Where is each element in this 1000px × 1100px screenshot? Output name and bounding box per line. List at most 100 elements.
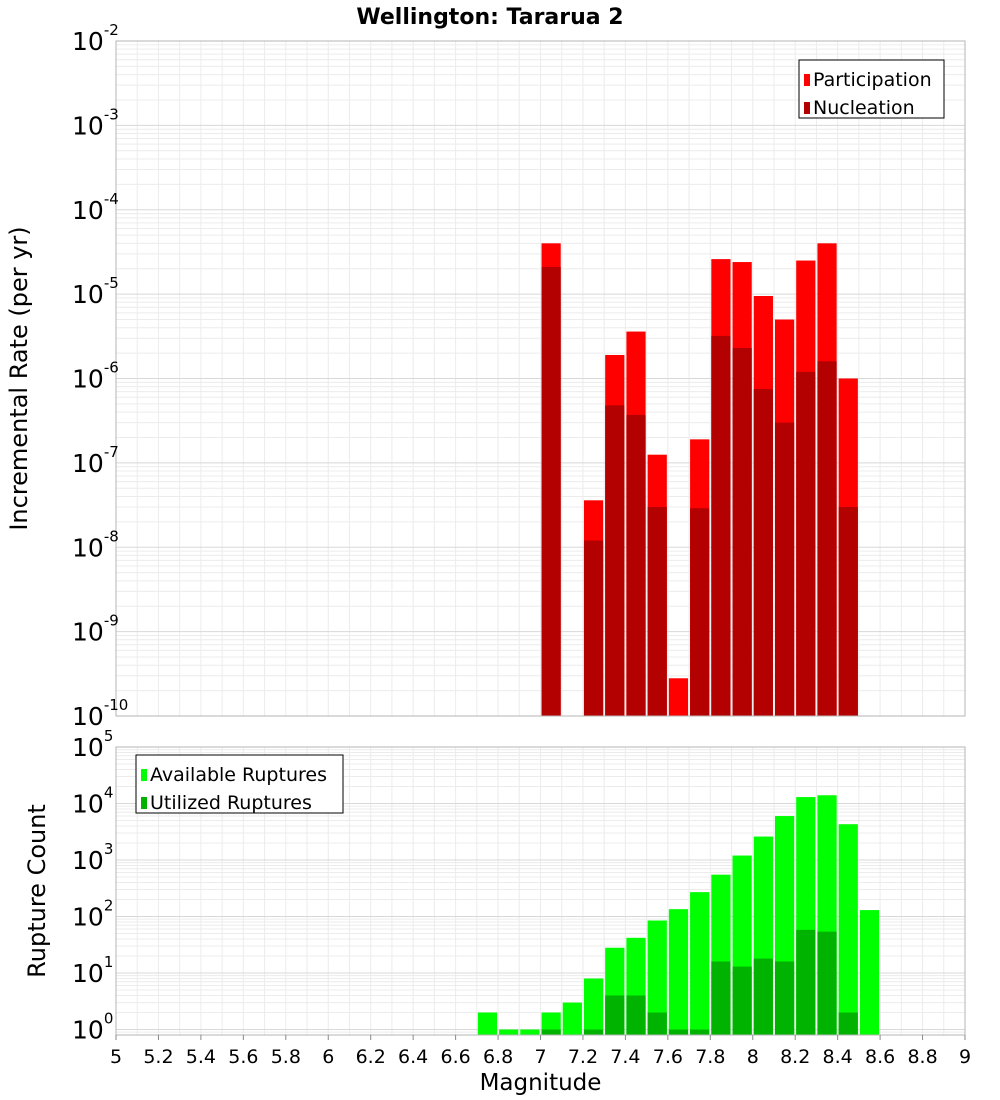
- available-ruptures-bar: [520, 1029, 540, 1035]
- x-tick-label: 7.4: [610, 1046, 640, 1068]
- chart-title: Wellington: Tararua 2: [356, 5, 623, 30]
- nucleation-bar: [711, 335, 731, 716]
- legend-box: [135, 754, 344, 814]
- available-ruptures-bar: [541, 1012, 561, 1035]
- nucleation-bar: [817, 361, 837, 716]
- y-tick-label: 103: [72, 840, 113, 875]
- nucleation-bar: [647, 506, 667, 716]
- rate-legend: Participation Nucleation: [798, 59, 945, 119]
- x-tick-label: 8.8: [907, 1046, 937, 1068]
- y-tick-label: 102: [72, 897, 113, 932]
- x-tick-label: 8.4: [823, 1046, 853, 1068]
- x-tick-label: 6: [322, 1046, 334, 1068]
- rate-y-axis-label: Incremental Rate (per yr): [5, 226, 33, 530]
- utilized-ruptures-bar: [605, 995, 625, 1035]
- x-tick-label: 6.4: [398, 1046, 428, 1068]
- x-tick-label: 6.6: [440, 1046, 470, 1068]
- nucleation-bar: [541, 266, 561, 716]
- utilized-ruptures-bar: [541, 1029, 561, 1035]
- x-tick-label: 8: [747, 1046, 759, 1068]
- utilized-ruptures-bar: [583, 1029, 604, 1035]
- nucleation-bar: [690, 508, 710, 716]
- y-tick-label: 100: [72, 1010, 113, 1045]
- utilized-ruptures-bar: [732, 966, 752, 1035]
- nucleation-bar: [732, 347, 752, 716]
- x-tick-label: 7.2: [568, 1046, 598, 1068]
- legend-swatch: [141, 797, 147, 809]
- y-tick-label: 10-6: [72, 359, 119, 394]
- nucleation-bar: [774, 422, 795, 716]
- available-ruptures-bar: [477, 1012, 498, 1035]
- x-tick-label: 7.6: [653, 1046, 683, 1068]
- utilized-ruptures-bar: [817, 931, 837, 1035]
- legend-swatch: [804, 102, 810, 114]
- count-y-axis-label: Rupture Count: [23, 804, 51, 978]
- available-ruptures-bar: [647, 920, 667, 1035]
- legend-entry: Available Ruptures: [150, 764, 327, 786]
- x-tick-label: 5: [110, 1046, 122, 1068]
- utilized-ruptures-bar: [647, 1012, 667, 1035]
- rate-panel: 10-10 10-9 10-8 10-7 10-6 10-5 10-4 10-3 10-2 In…: [5, 21, 966, 731]
- y-tick-label: 10-9: [72, 612, 119, 647]
- magnitude-x-tick-labels: 5 5.2 5.4 5.6 5.8 6 6.2 6.4 6.6 6.8 7 7.2 7.4 7.6 7.8 8…: [110, 1035, 971, 1068]
- available-ruptures-bar: [690, 892, 710, 1035]
- nucleation-bar: [605, 405, 625, 716]
- x-tick-label: 8.6: [865, 1046, 895, 1068]
- utilized-ruptures-bar: [668, 1029, 689, 1035]
- y-tick-label: 105: [72, 727, 113, 762]
- participation-bar: [668, 678, 689, 716]
- legend-swatch: [141, 769, 147, 781]
- rate-bars: [541, 243, 858, 717]
- y-tick-label: 10-8: [72, 527, 119, 562]
- available-ruptures-bar: [499, 1029, 519, 1035]
- nucleation-bar: [626, 414, 646, 716]
- utilized-ruptures-bar: [753, 958, 773, 1035]
- rupture-count-panel: 100 101 102 103 104 105 Rupture Count Availab…: [23, 727, 971, 1096]
- utilized-ruptures-bar: [774, 961, 795, 1035]
- y-tick-label: 10-2: [72, 21, 119, 56]
- x-tick-label: 5.8: [271, 1046, 301, 1068]
- y-tick-label: 104: [72, 784, 113, 819]
- rate-y-tick-labels: 10-10 10-9 10-8 10-7 10-6 10-5 10-4 10-3 10-2: [72, 21, 128, 731]
- y-tick-label: 10-5: [72, 274, 119, 309]
- x-tick-label: 5.6: [228, 1046, 258, 1068]
- y-tick-label: 10-7: [72, 443, 119, 478]
- x-tick-label: 6.2: [356, 1046, 386, 1068]
- count-bars: [477, 795, 880, 1035]
- available-ruptures-bar: [838, 824, 858, 1035]
- y-tick-label: 10-4: [72, 190, 119, 225]
- legend-swatch: [804, 74, 810, 86]
- x-tick-label: 8.2: [780, 1046, 810, 1068]
- rate-gridlines: [115, 41, 966, 717]
- utilized-ruptures-bar: [796, 929, 816, 1035]
- utilized-ruptures-bar: [838, 1012, 858, 1035]
- rate-plot-frame: [115, 40, 966, 717]
- utilized-ruptures-bar: [711, 961, 731, 1035]
- legend-entry: Utilized Ruptures: [150, 792, 312, 814]
- utilized-ruptures-bar: [626, 995, 646, 1035]
- legend-box: [798, 59, 945, 119]
- legend-entry: Nucleation: [813, 97, 915, 119]
- nucleation-bar: [753, 389, 773, 716]
- y-tick-label: 101: [72, 953, 113, 988]
- x-tick-label: 7: [534, 1046, 546, 1068]
- available-ruptures-bar: [562, 1002, 582, 1035]
- count-legend: Available Ruptures Utilized Ruptures: [135, 754, 344, 814]
- nucleation-bar: [838, 506, 858, 716]
- y-tick-label: 10-3: [72, 105, 119, 140]
- legend-entry: Participation: [813, 69, 932, 91]
- x-tick-label: 9: [959, 1046, 971, 1068]
- available-ruptures-bar: [583, 978, 604, 1035]
- nucleation-bar: [583, 540, 604, 716]
- available-ruptures-bar: [668, 909, 689, 1035]
- x-tick-label: 6.8: [483, 1046, 513, 1068]
- available-ruptures-bar: [859, 910, 880, 1035]
- utilized-ruptures-bar: [690, 1029, 710, 1035]
- x-tick-label: 5.2: [143, 1046, 173, 1068]
- count-y-tick-labels: 100 101 102 103 104 105: [72, 727, 113, 1045]
- y-tick-label: 10-10: [72, 696, 128, 731]
- nucleation-bar: [796, 371, 816, 716]
- x-axis-label: Magnitude: [480, 1070, 602, 1096]
- x-tick-label: 5.4: [186, 1046, 216, 1068]
